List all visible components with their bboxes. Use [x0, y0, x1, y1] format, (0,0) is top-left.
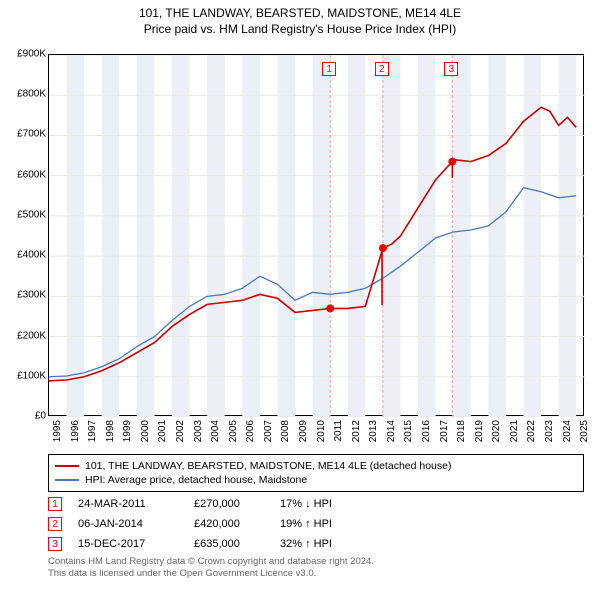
- chart-svg: [49, 55, 585, 417]
- x-tick-label: 2016: [421, 420, 432, 442]
- x-tick-label: 2000: [140, 420, 151, 442]
- x-tick-label: 2001: [157, 420, 168, 442]
- footer-attribution: Contains HM Land Registry data © Crown c…: [48, 556, 584, 581]
- x-tick-label: 2011: [333, 420, 344, 442]
- x-tick-label: 2013: [368, 420, 379, 442]
- title-subtitle: Price paid vs. HM Land Registry's House …: [0, 22, 600, 36]
- y-tick-label: £0: [2, 411, 46, 422]
- legend-row-hpi: HPI: Average price, detached house, Maid…: [55, 473, 577, 487]
- note-marker: 2: [48, 517, 62, 531]
- y-tick-label: £900K: [2, 49, 46, 60]
- x-tick-label: 2022: [526, 420, 537, 442]
- legend-swatch-hpi: [55, 479, 79, 481]
- legend-swatch-property: [55, 465, 79, 467]
- chart-plot-area: [48, 54, 584, 416]
- y-tick-label: £400K: [2, 250, 46, 261]
- y-tick-label: £600K: [2, 169, 46, 180]
- legend-row-property: 101, THE LANDWAY, BEARSTED, MAIDSTONE, M…: [55, 459, 577, 473]
- note-price: £635,000: [194, 538, 264, 550]
- x-tick-label: 1998: [105, 420, 116, 442]
- y-tick-label: £300K: [2, 290, 46, 301]
- title-block: 101, THE LANDWAY, BEARSTED, MAIDSTONE, M…: [0, 0, 600, 38]
- note-date: 24-MAR-2011: [78, 498, 178, 510]
- y-tick-label: £500K: [2, 209, 46, 220]
- x-tick-label: 2002: [175, 420, 186, 442]
- x-tick-label: 2008: [280, 420, 291, 442]
- note-hpi: 32% ↑ HPI: [280, 538, 370, 550]
- sale-marker-label: 3: [444, 62, 458, 76]
- legend-label-property: 101, THE LANDWAY, BEARSTED, MAIDSTONE, M…: [85, 460, 452, 472]
- x-tick-label: 2020: [491, 420, 502, 442]
- note-marker: 3: [48, 537, 62, 551]
- x-tick-label: 2007: [263, 420, 274, 442]
- footer-line2: This data is licensed under the Open Gov…: [48, 568, 584, 580]
- y-tick-label: £200K: [2, 330, 46, 341]
- legend-box: 101, THE LANDWAY, BEARSTED, MAIDSTONE, M…: [48, 454, 584, 492]
- y-tick-label: £100K: [2, 370, 46, 381]
- note-price: £270,000: [194, 498, 264, 510]
- x-tick-label: 1996: [70, 420, 81, 442]
- x-tick-label: 2023: [544, 420, 555, 442]
- sale-marker-label: 2: [375, 62, 389, 76]
- x-tick-label: 2015: [403, 420, 414, 442]
- x-tick-label: 2018: [456, 420, 467, 442]
- x-tick-label: 2017: [439, 420, 450, 442]
- x-tick-label: 2024: [562, 420, 573, 442]
- chart-container: 101, THE LANDWAY, BEARSTED, MAIDSTONE, M…: [0, 0, 600, 590]
- note-row: 1 24-MAR-2011 £270,000 17% ↓ HPI: [48, 494, 584, 514]
- x-tick-label: 2003: [193, 420, 204, 442]
- x-tick-label: 2025: [579, 420, 590, 442]
- title-address: 101, THE LANDWAY, BEARSTED, MAIDSTONE, M…: [0, 6, 600, 20]
- note-hpi: 17% ↓ HPI: [280, 498, 370, 510]
- footer-line1: Contains HM Land Registry data © Crown c…: [48, 556, 584, 568]
- x-tick-label: 2006: [245, 420, 256, 442]
- note-row: 3 15-DEC-2017 £635,000 32% ↑ HPI: [48, 534, 584, 554]
- y-tick-label: £700K: [2, 129, 46, 140]
- x-tick-label: 1999: [122, 420, 133, 442]
- note-price: £420,000: [194, 518, 264, 530]
- sale-marker-label: 1: [322, 62, 336, 76]
- x-tick-label: 2004: [210, 420, 221, 442]
- note-hpi: 19% ↑ HPI: [280, 518, 370, 530]
- x-tick-label: 2010: [316, 420, 327, 442]
- x-tick-label: 1997: [87, 420, 98, 442]
- x-tick-label: 2009: [298, 420, 309, 442]
- note-marker: 1: [48, 497, 62, 511]
- x-tick-label: 2021: [509, 420, 520, 442]
- note-row: 2 06-JAN-2014 £420,000 19% ↑ HPI: [48, 514, 584, 534]
- sale-notes: 1 24-MAR-2011 £270,000 17% ↓ HPI 2 06-JA…: [48, 494, 584, 554]
- x-tick-label: 2019: [474, 420, 485, 442]
- x-tick-label: 1995: [52, 420, 63, 442]
- x-tick-label: 2014: [386, 420, 397, 442]
- x-tick-label: 2005: [228, 420, 239, 442]
- legend-label-hpi: HPI: Average price, detached house, Maid…: [85, 474, 307, 486]
- y-tick-label: £800K: [2, 89, 46, 100]
- x-tick-label: 2012: [351, 420, 362, 442]
- note-date: 15-DEC-2017: [78, 538, 178, 550]
- note-date: 06-JAN-2014: [78, 518, 178, 530]
